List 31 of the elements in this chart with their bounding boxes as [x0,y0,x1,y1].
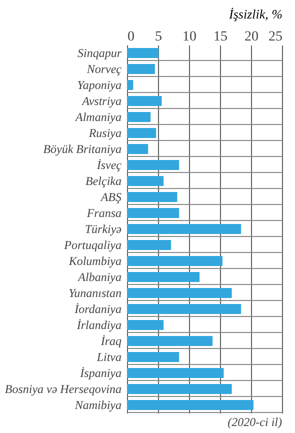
y-tick-label: Fransa [86,206,122,220]
y-tick-label: İrlandiya [76,318,122,332]
y-tick-label: Litva [96,350,122,364]
text: (2020-ci il) [228,415,282,429]
x-tick-label: 5 [155,30,162,44]
y-tick-label: Böyük Britaniya [43,142,122,156]
x-tick-label: 25 [268,30,282,44]
y-tick-label: İspaniya [79,366,122,380]
y-tick-label: Namibiya [74,398,122,412]
x-axis-title: İşsizlik, % [228,6,283,22]
y-tick-label: Albaniya [77,270,122,284]
y-tick-label: Portuqaliya [63,238,122,252]
y-tick-label: Rusiya [88,126,122,140]
y-tick-label: Bosniya və Herseqovina [4,382,122,396]
y-tick-label: Avstriya [81,94,122,108]
x-tick-label: 0 [128,30,134,44]
y-tick-label: Kolumbiya [68,254,122,268]
y-tick-label: Türkiyə [84,222,122,236]
y-tick-label: Sinqapur [77,46,122,60]
y-tick-label: Yunanıstan [68,286,122,300]
y-tick-label: ABŞ [100,190,122,204]
y-tick-label: İraq [100,334,122,348]
y-tick-label: Yaponiya [77,78,122,92]
y-tick-label: Belçika [86,174,122,188]
y-tick-label: Almaniya [74,110,122,124]
x-tick-label: 10 [182,30,196,44]
y-tick-label: İsveç [96,158,122,172]
y-tick-label: İordaniya [74,302,122,316]
x-tick-label: 20 [244,30,258,44]
x-tick-label: 15 [214,30,228,44]
y-tick-label: Norveç [86,62,122,76]
